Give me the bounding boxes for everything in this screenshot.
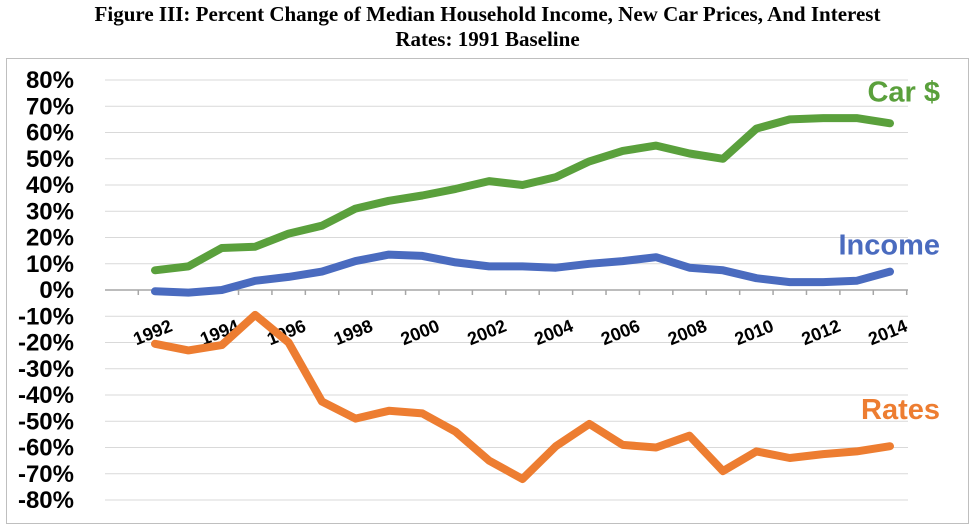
y-tick-label: 50% — [26, 146, 74, 173]
y-tick-label: 0% — [39, 277, 74, 304]
chart-title-line-1: Figure III: Percent Change of Median Hou… — [94, 2, 881, 26]
y-tick-label: -80% — [18, 487, 74, 514]
y-tick-label: 30% — [26, 198, 74, 225]
x-tick-label: 2004 — [531, 316, 576, 350]
y-tick-label: 40% — [26, 172, 74, 199]
x-tick-label: 2006 — [598, 316, 643, 350]
y-tick-label: -60% — [18, 435, 74, 462]
y-tick-label: 60% — [26, 120, 74, 147]
y-tick-label: -70% — [18, 461, 74, 488]
series-lines — [151, 114, 894, 483]
series-label: Rates — [861, 394, 940, 426]
x-tick-label: 2012 — [799, 316, 844, 350]
y-tick-label: 20% — [26, 225, 74, 252]
y-tick-label: 70% — [26, 93, 74, 120]
series-labels: Car $ Income Rates — [838, 76, 940, 426]
y-tick-label: 80% — [26, 67, 74, 94]
series-line-rates — [151, 310, 894, 483]
y-tick-label: 10% — [26, 251, 74, 278]
x-tick-label: 2014 — [865, 316, 910, 350]
chart-area — [6, 58, 969, 524]
y-axis-tick-labels: 80%70%60%50%40%30%20%10%0%-10%-20%-30%-4… — [18, 67, 74, 514]
series-label: Income — [838, 230, 940, 262]
chart-title: Figure III: Percent Change of Median Hou… — [0, 2, 975, 52]
chart-title-line-2: Rates: 1991 Baseline — [395, 27, 580, 51]
x-tick-label: 2008 — [665, 316, 710, 350]
y-tick-label: -30% — [18, 356, 74, 383]
x-tick-label: 2010 — [732, 316, 777, 350]
series-label: Car $ — [867, 76, 940, 108]
series-line-car — [151, 114, 894, 275]
y-tick-label: -10% — [18, 303, 74, 330]
y-tick-label: -20% — [18, 330, 74, 357]
series-line-income — [151, 250, 894, 297]
y-tick-label: -50% — [18, 408, 74, 435]
x-tick-label: 2000 — [398, 316, 443, 350]
y-tick-label: -40% — [18, 382, 74, 409]
x-axis — [105, 289, 908, 295]
x-tick-label: 2002 — [465, 316, 510, 350]
x-tick-label: 1998 — [331, 316, 376, 350]
